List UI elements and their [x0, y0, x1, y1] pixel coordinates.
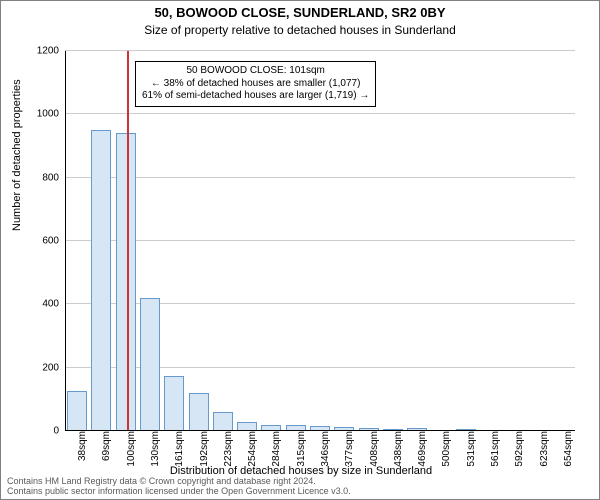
histogram-bar — [91, 130, 111, 431]
figure-container: 50, BOWOOD CLOSE, SUNDERLAND, SR2 0BY Si… — [0, 0, 600, 500]
x-tick-label: 192sqm — [199, 431, 205, 467]
footnote-line-1: Contains HM Land Registry data © Crown c… — [7, 476, 316, 486]
x-tick-label: 69sqm — [101, 431, 107, 461]
x-tick-label: 284sqm — [271, 431, 277, 467]
x-tick-label: 592sqm — [514, 431, 520, 467]
x-tick-label: 161sqm — [174, 431, 180, 467]
chart-title: 50, BOWOOD CLOSE, SUNDERLAND, SR2 0BY — [1, 5, 599, 21]
y-tick-label: 1000 — [19, 109, 59, 120]
x-tick-label: 100sqm — [126, 431, 132, 467]
footnote: Contains HM Land Registry data © Crown c… — [7, 477, 351, 497]
x-tick-label: 623sqm — [539, 431, 545, 467]
x-tick-label: 438sqm — [393, 431, 399, 467]
info-line-2: ← 38% of detached houses are smaller (1,… — [142, 78, 369, 91]
histogram-bar — [116, 133, 136, 431]
plot-area: 38sqm69sqm100sqm130sqm161sqm192sqm223sqm… — [65, 51, 575, 431]
gridline — [65, 240, 575, 241]
marker-info-box: 50 BOWOOD CLOSE: 101sqm ← 38% of detache… — [135, 61, 376, 107]
y-tick-label: 200 — [19, 362, 59, 373]
x-tick-label: 408sqm — [369, 431, 375, 467]
y-tick-label: 600 — [19, 236, 59, 247]
x-tick-label: 346sqm — [320, 431, 326, 467]
x-tick-label: 377sqm — [344, 431, 350, 467]
x-tick-label: 654sqm — [563, 431, 569, 467]
x-axis-line — [65, 430, 575, 431]
x-tick-label: 38sqm — [77, 431, 83, 461]
x-tick-label: 254sqm — [247, 431, 253, 467]
info-line-3: 61% of semi-detached houses are larger (… — [142, 90, 369, 103]
gridline — [65, 177, 575, 178]
x-tick-label: 315sqm — [296, 431, 302, 467]
x-tick-label: 130sqm — [150, 431, 156, 467]
x-tick-label: 500sqm — [441, 431, 447, 467]
x-tick-label: 469sqm — [417, 431, 423, 467]
histogram-bar — [67, 391, 87, 431]
y-tick-label: 0 — [19, 426, 59, 437]
y-tick-label: 1200 — [19, 46, 59, 57]
histogram-bar — [164, 376, 184, 431]
x-tick-label: 531sqm — [466, 431, 472, 467]
y-axis-label: Number of detached properties — [11, 79, 23, 231]
gridline — [65, 50, 575, 51]
histogram-bar — [189, 393, 209, 431]
y-tick-label: 400 — [19, 299, 59, 310]
y-axis-line — [65, 51, 66, 431]
y-tick-label: 800 — [19, 172, 59, 183]
x-tick-label: 223sqm — [223, 431, 229, 467]
gridline — [65, 113, 575, 114]
x-axis-caption: Distribution of detached houses by size … — [1, 465, 600, 477]
x-tick-label: 561sqm — [490, 431, 496, 467]
footnote-line-2: Contains public sector information licen… — [7, 486, 351, 496]
histogram-bar — [140, 298, 160, 431]
chart-subtitle: Size of property relative to detached ho… — [1, 23, 599, 37]
property-marker-line — [127, 51, 129, 431]
info-line-1: 50 BOWOOD CLOSE: 101sqm — [142, 65, 369, 78]
histogram-bar — [213, 412, 233, 431]
